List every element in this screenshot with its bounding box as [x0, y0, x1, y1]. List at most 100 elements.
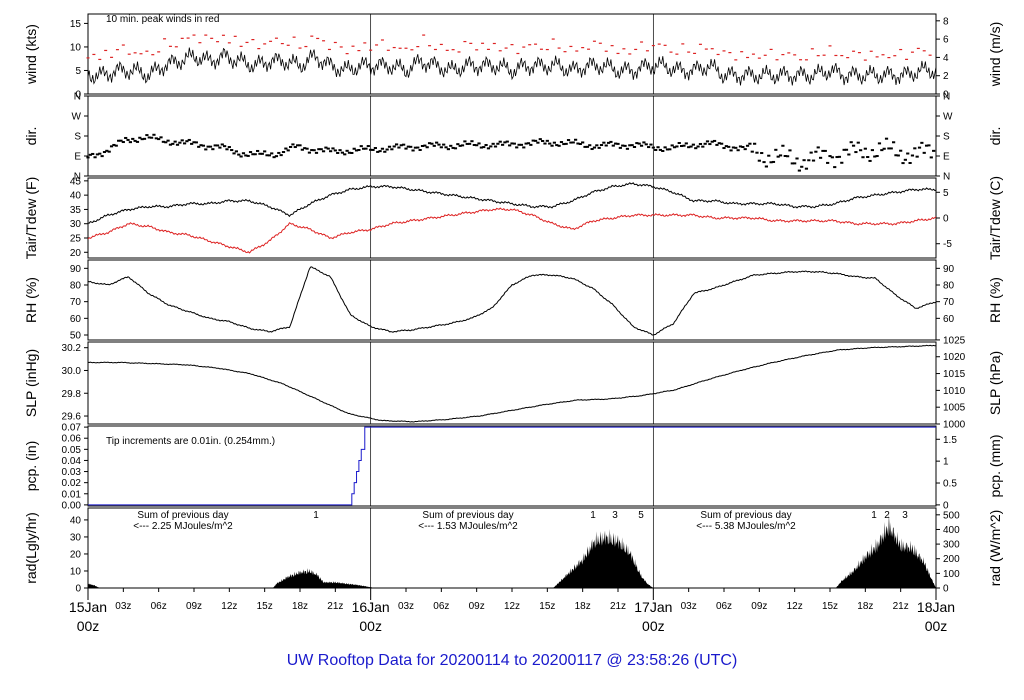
- panel-frame: [87, 177, 937, 259]
- right-tick-label: 6: [943, 35, 949, 46]
- panel-slp: 29.6 29.8 30.0 30.2 1000 1005 1010 1015 1020 1025…: [23, 335, 1003, 430]
- y-axis-label-right: SLP (hPa): [987, 351, 1003, 415]
- left-tick-label: W: [72, 112, 82, 123]
- hour-label: 21z: [327, 601, 343, 612]
- panel-wind: 0 5 10 15 0 2 4 6 8 wind (kts) wind (m/s) 10 min. p…: [23, 13, 1003, 101]
- right-tick-label: N: [943, 172, 950, 183]
- peak-mark: 3: [902, 510, 908, 521]
- hour-label: 12z: [787, 601, 803, 612]
- left-tick-label: S: [74, 132, 81, 143]
- left-tick-label: 45: [70, 176, 82, 187]
- peak-mark: 1: [313, 510, 319, 521]
- hour-label: 21z: [893, 601, 909, 612]
- day-hour-label: 00z: [642, 618, 665, 634]
- day-label: 18Jan: [917, 599, 955, 615]
- right-tick-label: 4: [943, 53, 949, 64]
- left-tick-label: 10: [70, 42, 82, 53]
- left-tick-label: 29.8: [62, 389, 82, 400]
- day-label: 17Jan: [634, 599, 672, 615]
- panel-temperature: 20 25 30 35 40 45 -5 0 5 Tair/Tdew (F) Tair/Tdew (…: [23, 176, 1003, 260]
- panel-rh: 50 60 70 80 90 60 70 80 90 RH (%) RH (%): [23, 259, 1003, 342]
- right-tick-label: 90: [943, 264, 955, 275]
- right-tick-label: 1010: [943, 386, 966, 397]
- right-tick-label: N: [943, 92, 950, 103]
- y-axis-label-left: rad(Lgly/hr): [23, 512, 39, 584]
- daily-sum-title: Sum of previous day: [700, 510, 791, 521]
- right-tick-label: 1: [943, 457, 949, 468]
- right-tick-label: 100: [943, 569, 960, 580]
- left-tick-label: 0.07: [62, 423, 82, 434]
- right-tick-label: W: [943, 112, 953, 123]
- hour-label: 03z: [398, 601, 414, 612]
- right-tick-label: 500: [943, 510, 960, 521]
- daily-sum-title: Sum of previous day: [422, 510, 513, 521]
- right-tick-label: 0.5: [943, 479, 957, 490]
- left-tick-label: 90: [70, 264, 82, 275]
- hour-label: 03z: [115, 601, 131, 612]
- peak-mark: 1: [590, 510, 596, 521]
- hour-label: 12z: [504, 601, 520, 612]
- right-tick-label: 0: [943, 214, 949, 225]
- peak-mark: 2: [884, 510, 890, 521]
- y-axis-label-left: wind (kts): [23, 24, 39, 85]
- peak-winds-note: 10 min. peak winds in red: [106, 14, 219, 25]
- right-tick-label: 0: [943, 90, 949, 101]
- left-tick-label: 5: [75, 66, 81, 77]
- left-tick-label: 10: [70, 566, 82, 577]
- right-tick-label: 1015: [943, 369, 966, 380]
- hour-label: 12z: [221, 601, 237, 612]
- right-tick-label: 0: [943, 500, 949, 511]
- series-line: [87, 182, 937, 224]
- daily-sum-value: <--- 2.25 MJoules/m^2: [133, 521, 233, 532]
- hour-label: 09z: [186, 601, 202, 612]
- y-axis-label-right: dir.: [987, 127, 1003, 146]
- day-hour-label: 00z: [77, 618, 100, 634]
- left-tick-label: 0.06: [62, 434, 82, 445]
- right-tick-label: 1000: [943, 420, 966, 431]
- left-tick-label: 40: [70, 191, 82, 202]
- peak-mark: 1: [871, 510, 877, 521]
- y-axis-label-left: dir.: [23, 127, 39, 146]
- panel-frame: [87, 341, 937, 425]
- day-label: 16Jan: [352, 599, 390, 615]
- y-axis-label-right: pcp. (mm): [987, 435, 1003, 498]
- right-tick-label: 80: [943, 281, 955, 292]
- left-tick-label: 0.01: [62, 489, 82, 500]
- hour-label: 15z: [539, 601, 555, 612]
- left-tick-label: 20: [70, 248, 82, 259]
- left-tick-label: 35: [70, 205, 82, 216]
- right-tick-label: 400: [943, 525, 960, 536]
- hour-label: 15z: [257, 601, 273, 612]
- panel-frame: [87, 95, 937, 177]
- series-line: [87, 207, 937, 254]
- right-tick-label: 2: [943, 71, 949, 82]
- right-tick-label: 8: [943, 16, 949, 27]
- right-tick-label: 1025: [943, 335, 966, 346]
- left-tick-label: 0.04: [62, 456, 82, 467]
- figure-caption: UW Rooftop Data for 20200114 to 20200117…: [287, 652, 738, 669]
- hour-label: 03z: [681, 601, 697, 612]
- hour-label: 15z: [822, 601, 838, 612]
- y-axis-label-right: RH (%): [987, 277, 1003, 323]
- right-tick-label: S: [943, 132, 950, 143]
- left-tick-label: 0: [75, 90, 81, 101]
- hour-label: 06z: [151, 601, 167, 612]
- left-tick-label: 60: [70, 314, 82, 325]
- panel-frame: [87, 13, 937, 95]
- left-tick-label: 0.00: [62, 500, 82, 511]
- right-tick-label: 300: [943, 540, 960, 551]
- hour-label: 18z: [292, 601, 308, 612]
- left-tick-label: 20: [70, 549, 82, 560]
- left-tick-label: 30.0: [62, 366, 82, 377]
- peak-mark: 5: [638, 510, 644, 521]
- y-axis-label-left: Tair/Tdew (F): [23, 177, 39, 259]
- left-tick-label: 25: [70, 234, 82, 245]
- left-tick-label: 40: [70, 515, 82, 526]
- left-tick-label: 0.02: [62, 478, 82, 489]
- panel-pcp: 0.000.010.020.030.040.050.060.07 0 0.5 1 1.5…: [23, 423, 1003, 512]
- hour-label: 06z: [433, 601, 449, 612]
- daily-sum-value: <--- 1.53 MJoules/m^2: [418, 521, 518, 532]
